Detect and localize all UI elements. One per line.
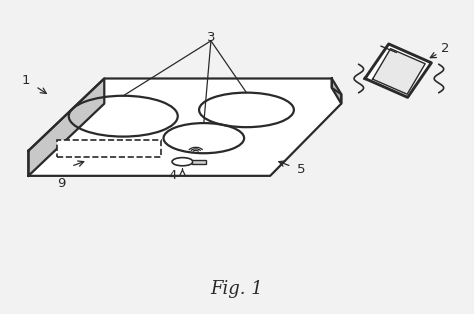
Text: 4: 4 (169, 169, 177, 182)
Text: Fig. 1: Fig. 1 (210, 280, 264, 298)
Bar (192, 160, 206, 164)
Polygon shape (365, 44, 431, 97)
Polygon shape (373, 49, 425, 94)
Text: 1: 1 (22, 73, 30, 87)
Text: 5: 5 (297, 163, 305, 176)
Text: 2: 2 (441, 42, 450, 55)
FancyBboxPatch shape (57, 140, 161, 157)
Text: 9: 9 (57, 177, 66, 190)
Polygon shape (28, 78, 341, 176)
Text: 3: 3 (207, 31, 215, 44)
Polygon shape (28, 78, 104, 176)
Polygon shape (332, 78, 341, 104)
